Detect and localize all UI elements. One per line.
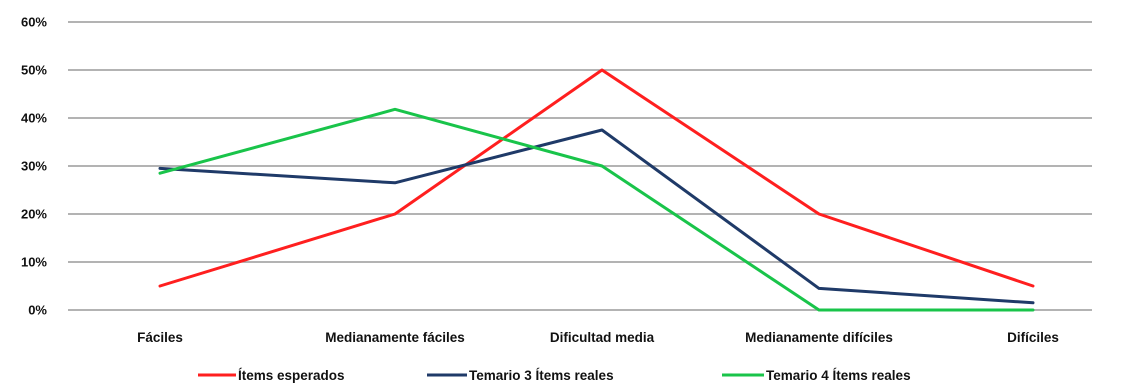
y-tick-label: 30% [21, 159, 47, 174]
y-tick-label: 40% [21, 111, 47, 126]
y-axis-tick-labels: 0% 10% 20% 30% 40% 50% 60% [21, 15, 47, 318]
series-line [158, 128, 1035, 305]
x-category-label: Difíciles [1007, 330, 1059, 345]
legend: Ítems esperados Temario 3 Ítems reales Tem… [198, 368, 911, 383]
x-category-label: Dificultad media [550, 330, 655, 345]
legend-item: Temario 3 Ítems reales [427, 368, 614, 383]
y-tick-label: 50% [21, 63, 47, 78]
x-category-label: Fáciles [137, 330, 183, 345]
x-category-label: Medianamente fáciles [325, 330, 465, 345]
y-tick-label: 10% [21, 255, 47, 270]
x-category-label: Medianamente difíciles [745, 330, 893, 345]
series-line [158, 107, 1035, 312]
y-tick-label: 60% [21, 15, 47, 30]
series-lines [158, 68, 1035, 312]
legend-item: Ítems esperados [198, 368, 345, 383]
legend-label: Temario 4 Ítems reales [766, 368, 911, 383]
x-axis-category-labels: Fáciles Medianamente fáciles Dificultad me… [137, 330, 1059, 345]
y-tick-label: 20% [21, 207, 47, 222]
legend-item: Temario 4 Ítems reales [722, 368, 911, 383]
series-line [158, 68, 1035, 288]
legend-label: Ítems esperados [238, 368, 345, 383]
y-tick-label: 0% [28, 303, 47, 318]
legend-label: Temario 3 Ítems reales [469, 368, 614, 383]
